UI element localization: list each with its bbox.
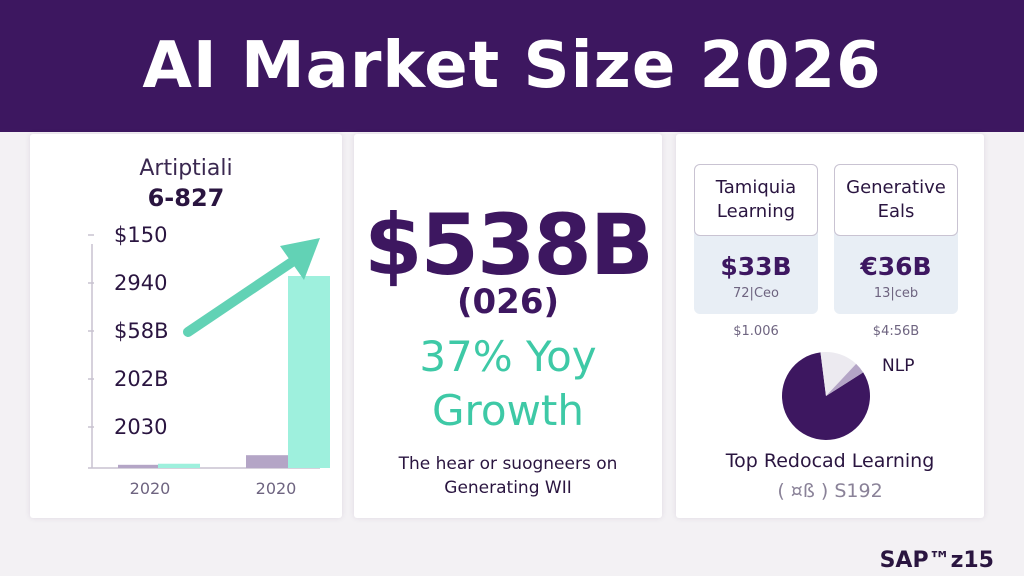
bar	[118, 464, 160, 468]
y-tick-label: $58B	[114, 319, 169, 343]
bar-chart: $150 2940 $58B 202B 2030 2020 2020	[88, 223, 330, 498]
segment-card: Tamiquia Learning $33B 72|Ceo	[694, 164, 818, 314]
growth-text: 37% Yoy Growth	[354, 330, 662, 438]
market-size-year: (026)	[456, 282, 560, 322]
pie-slice	[782, 352, 870, 440]
chart-subtitle: 6-827	[147, 184, 225, 212]
segment-card-caption: Generative Eals	[834, 164, 958, 236]
brand-logo-text: SAP™z15	[879, 548, 994, 573]
segment-unit: 13|ceb	[873, 286, 919, 301]
segment-caption-line-1: Generative	[846, 177, 946, 198]
growth-line-1: 37% Yoy	[419, 332, 597, 381]
headline-note: The hear or suogneers on Generating WII	[354, 452, 662, 500]
headline-note-line-1: The hear or suogneers on	[398, 454, 618, 474]
pie-slice	[826, 363, 864, 396]
chart-panel: Artiptiali 6-827 $150 2940 $58B 202B 2030 202…	[30, 134, 342, 518]
segment-value: $33B	[720, 252, 792, 281]
segment-card-caption: Tamiquia Learning	[694, 164, 818, 236]
growth-line-2: Growth	[431, 386, 585, 435]
segments-title: Top Redocad Learning	[725, 450, 935, 472]
segment-caption-line-2: Eals	[877, 201, 915, 222]
segment-card: Generative Eals €36B 13|ceb	[834, 164, 958, 314]
y-tick-label: 202B	[114, 367, 169, 391]
bar	[246, 455, 288, 468]
segments-subtitle: ( ¤ß ) S192	[777, 480, 883, 502]
x-tick-label: 2020	[256, 479, 297, 498]
pie-label: NLP	[882, 356, 915, 376]
bar	[288, 276, 330, 468]
segments-panel: Tamiquia Learning $33B 72|Ceo Generative…	[676, 134, 984, 518]
y-tick-label: 2030	[114, 415, 167, 439]
segment-small-number: $4:56B	[872, 324, 920, 339]
pie-slice	[820, 352, 857, 396]
y-tick-label: $150	[114, 223, 167, 247]
y-tick-label: 2940	[114, 271, 167, 295]
headline-panel: $538B (026) 37% Yoy Growth The hear or s…	[354, 134, 662, 518]
segment-caption-line-2: Learning	[716, 201, 796, 222]
segment-value: €36B	[860, 252, 932, 281]
segment-small-number: $1.006	[733, 324, 779, 339]
chart-title: Artiptiali	[139, 156, 233, 181]
segment-caption-line-1: Tamiquia	[715, 177, 797, 198]
segment-unit: 72|Ceo	[733, 286, 779, 301]
market-size-value: $538B	[364, 196, 654, 294]
trend-arrow-head	[280, 238, 320, 280]
trend-arrow-shaft	[183, 257, 297, 337]
title-banner: AI Market Size 2026	[0, 0, 1024, 132]
page-title: AI Market Size 2026	[142, 29, 882, 103]
pie-chart	[782, 352, 870, 440]
headline-note-line-2: Generating WII	[444, 478, 572, 498]
bar	[158, 463, 200, 468]
x-tick-label: 2020	[130, 479, 171, 498]
